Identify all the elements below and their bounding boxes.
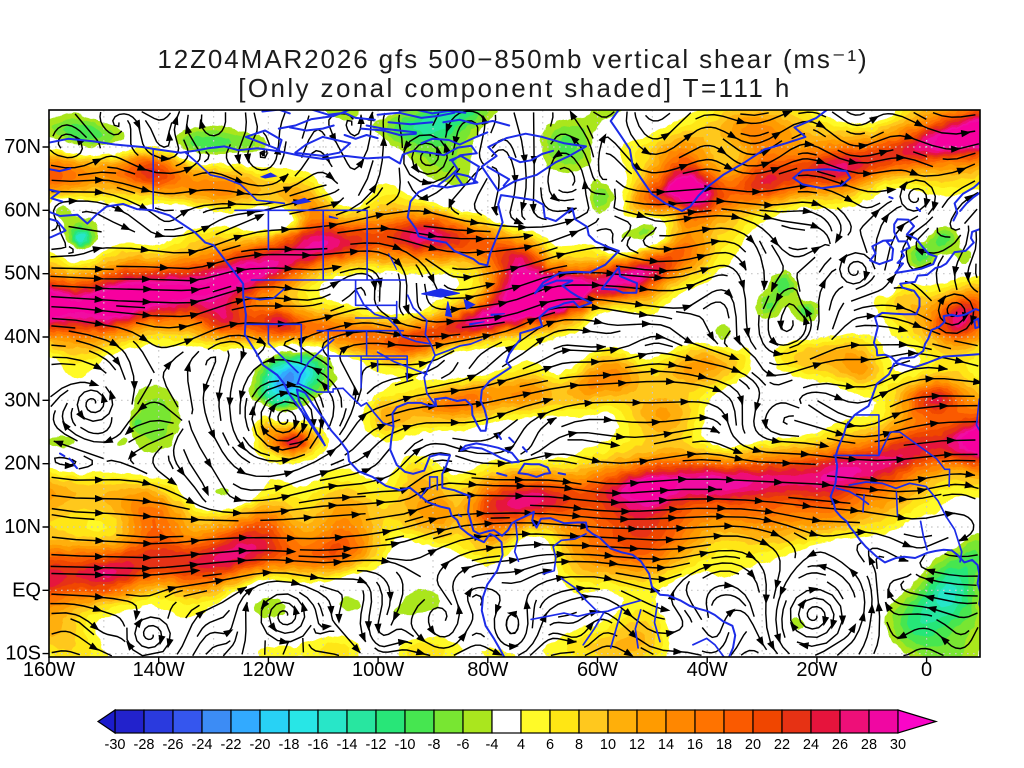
svg-text:-6: -6 <box>457 737 470 753</box>
svg-text:100W: 100W <box>352 659 404 681</box>
svg-text:EQ: EQ <box>12 579 41 601</box>
svg-text:14: 14 <box>658 737 674 753</box>
svg-text:120W: 120W <box>242 659 294 681</box>
svg-text:20N: 20N <box>4 453 41 475</box>
svg-text:-30: -30 <box>105 737 126 753</box>
svg-text:-4: -4 <box>486 737 499 753</box>
svg-text:-14: -14 <box>337 737 358 753</box>
svg-text:80W: 80W <box>467 659 508 681</box>
svg-text:-10: -10 <box>395 737 416 753</box>
svg-text:30: 30 <box>890 737 906 753</box>
svg-text:10N: 10N <box>4 516 41 538</box>
svg-text:40N: 40N <box>4 326 41 348</box>
svg-text:10: 10 <box>600 737 616 753</box>
svg-text:40W: 40W <box>687 659 728 681</box>
svg-text:8: 8 <box>575 737 583 753</box>
svg-text:24: 24 <box>803 737 819 753</box>
svg-text:-20: -20 <box>250 737 271 753</box>
svg-text:-26: -26 <box>163 737 184 753</box>
svg-text:-22: -22 <box>221 737 242 753</box>
svg-text:70N: 70N <box>4 136 41 158</box>
svg-text:18: 18 <box>716 737 732 753</box>
svg-text:22: 22 <box>774 737 790 753</box>
svg-text:-8: -8 <box>428 737 441 753</box>
svg-text:-24: -24 <box>192 737 213 753</box>
svg-text:12Z04MAR2026 gfs 500−850mb ver: 12Z04MAR2026 gfs 500−850mb vertical shea… <box>157 44 868 74</box>
svg-text:10S: 10S <box>5 643 41 665</box>
svg-text:-16: -16 <box>308 737 329 753</box>
svg-text:0: 0 <box>921 659 932 681</box>
svg-text:-28: -28 <box>134 737 155 753</box>
svg-text:-12: -12 <box>366 737 387 753</box>
svg-text:30N: 30N <box>4 389 41 411</box>
svg-text:60W: 60W <box>577 659 618 681</box>
svg-text:60N: 60N <box>4 199 41 221</box>
svg-text:[Only zonal component shaded]: [Only zonal component shaded] T=111 h <box>238 73 792 103</box>
svg-text:26: 26 <box>832 737 848 753</box>
svg-text:20W: 20W <box>796 659 837 681</box>
svg-text:6: 6 <box>546 737 554 753</box>
svg-text:160W: 160W <box>23 659 75 681</box>
svg-text:-18: -18 <box>279 737 300 753</box>
svg-text:140W: 140W <box>133 659 185 681</box>
svg-text:28: 28 <box>861 737 877 753</box>
svg-text:50N: 50N <box>4 263 41 285</box>
svg-text:12: 12 <box>629 737 645 753</box>
svg-text:4: 4 <box>517 737 525 753</box>
svg-text:20: 20 <box>745 737 761 753</box>
svg-text:16: 16 <box>687 737 703 753</box>
